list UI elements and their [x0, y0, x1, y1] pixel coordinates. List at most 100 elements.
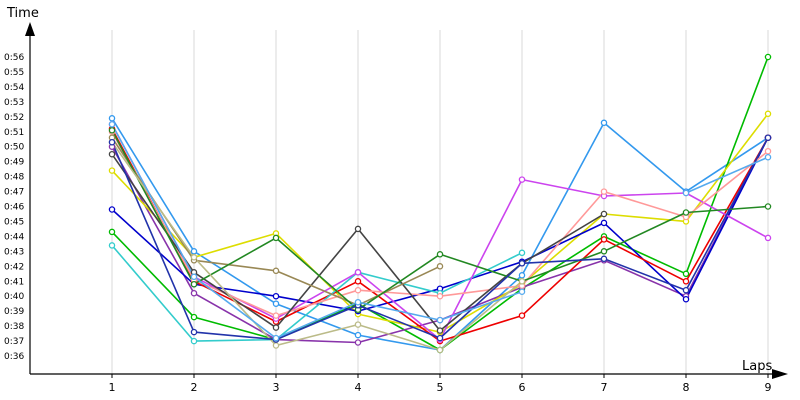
- y-tick-label: 0:54: [4, 83, 24, 93]
- data-point: [436, 292, 444, 300]
- data-point: [600, 188, 608, 195]
- data-point: [518, 312, 526, 319]
- x-tick-label: 6: [519, 381, 526, 394]
- data-point: [436, 316, 444, 324]
- data-point: [764, 234, 772, 242]
- y-tick-label: 0:46: [4, 203, 24, 213]
- y-tick-label: 0:39: [4, 307, 24, 317]
- data-point: [354, 298, 362, 306]
- series-line-7: [111, 244, 523, 342]
- data-point: [272, 300, 280, 307]
- y-tick-label: 0:56: [4, 53, 24, 63]
- y-tick-label: 0:43: [4, 247, 24, 257]
- data-point: [190, 280, 198, 288]
- data-point: [272, 267, 280, 275]
- x-axis-arrow: [772, 369, 788, 379]
- data-point: [436, 334, 444, 342]
- series-line-15: [111, 123, 523, 339]
- grid-lines: [111, 30, 769, 374]
- data-point: [272, 312, 280, 319]
- data-point: [518, 260, 526, 267]
- data-point: [354, 339, 362, 346]
- data-point: [600, 255, 608, 263]
- data-point: [600, 219, 608, 227]
- data-point: [600, 119, 608, 127]
- x-tick-label: 5: [437, 381, 444, 394]
- data-point: [108, 206, 116, 213]
- axes: Time Laps: [6, 6, 788, 379]
- data-point: [190, 328, 198, 336]
- data-point: [108, 242, 116, 249]
- y-tick-label: 0:53: [4, 98, 24, 108]
- data-point: [764, 134, 772, 141]
- y-tick-label: 0:36: [4, 352, 24, 362]
- x-tick-labels: 1 2 3 4 5 6 7 8 9: [109, 374, 772, 394]
- series-markers: [108, 53, 772, 354]
- y-tick-label: 0:45: [4, 217, 24, 227]
- series-line-13: [111, 141, 523, 351]
- data-point: [682, 270, 690, 278]
- data-point: [190, 273, 198, 281]
- data-point: [354, 225, 362, 233]
- data-point: [108, 150, 116, 158]
- data-point: [190, 337, 198, 345]
- data-point: [764, 147, 772, 155]
- y-axis-arrow: [25, 22, 35, 36]
- x-tick-label: 1: [109, 381, 116, 394]
- data-point: [272, 234, 280, 242]
- y-tick-label: 0:37: [4, 337, 24, 347]
- y-tick-label: 0:49: [4, 158, 24, 168]
- y-tick-label: 0:40: [4, 292, 24, 302]
- y-tick-label: 0:38: [4, 322, 24, 332]
- y-tick-label: 0:55: [4, 68, 24, 78]
- data-point: [682, 209, 690, 216]
- data-point: [764, 153, 772, 161]
- data-point: [764, 53, 772, 61]
- data-point: [108, 127, 116, 134]
- data-point: [682, 295, 690, 303]
- data-point: [108, 121, 116, 128]
- data-point: [354, 269, 362, 276]
- x-tick-label: 2: [191, 381, 198, 394]
- data-point: [764, 110, 772, 118]
- data-point: [436, 327, 444, 334]
- data-point: [354, 278, 362, 285]
- data-point: [108, 228, 116, 236]
- data-point: [354, 321, 362, 328]
- data-point: [272, 324, 280, 331]
- y-tick-labels: 0:36 0:37 0:38 0:39 0:40 0:41 0:42 0:43 0:44 0:45…: [4, 53, 24, 362]
- data-point: [518, 272, 526, 279]
- y-tick-label: 0:44: [4, 232, 24, 242]
- data-point: [518, 249, 526, 257]
- data-point: [190, 248, 198, 255]
- y-tick-label: 0:42: [4, 262, 24, 272]
- data-point: [600, 236, 608, 243]
- data-point: [108, 167, 116, 174]
- data-point: [600, 248, 608, 255]
- data-point: [272, 342, 280, 349]
- data-point: [354, 331, 362, 339]
- y-tick-label: 0:41: [4, 277, 24, 287]
- y-tick-label: 0:48: [4, 173, 24, 183]
- y-tick-label: 0:50: [4, 143, 24, 153]
- x-tick-label: 7: [601, 381, 608, 394]
- data-point: [682, 286, 690, 294]
- data-point: [518, 288, 526, 295]
- x-axis-title: Laps: [742, 359, 772, 374]
- data-point: [108, 138, 116, 146]
- data-point: [682, 189, 690, 197]
- series-line-15: [685, 156, 769, 194]
- data-point: [436, 346, 444, 354]
- data-point: [436, 251, 444, 258]
- data-point: [272, 334, 280, 342]
- data-point: [436, 263, 444, 270]
- data-point: [682, 278, 690, 285]
- data-point: [190, 313, 198, 321]
- data-point: [190, 254, 198, 261]
- data-point: [108, 115, 116, 122]
- data-point: [600, 210, 608, 218]
- x-tick-label: 8: [683, 381, 690, 394]
- data-point: [518, 176, 526, 183]
- data-point: [272, 292, 280, 300]
